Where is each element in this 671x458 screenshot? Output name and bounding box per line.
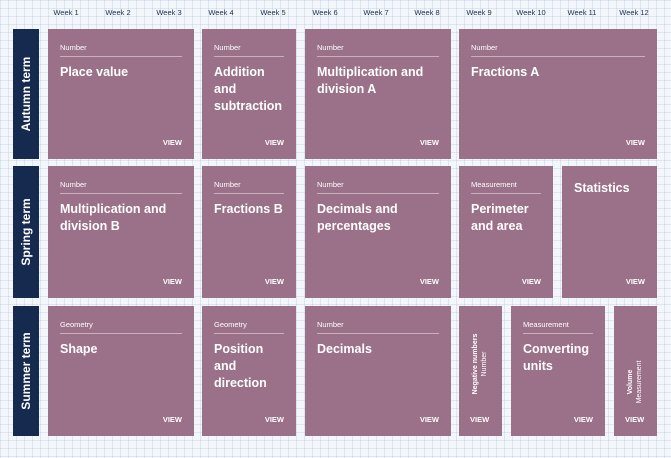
- divider: [471, 193, 541, 194]
- unit-card-volume[interactable]: Volume Measurement VIEW: [614, 306, 657, 436]
- week-label: Week 10: [516, 8, 546, 17]
- divider: [317, 193, 439, 194]
- view-link[interactable]: VIEW: [625, 138, 645, 147]
- unit-title: Place value: [60, 65, 129, 79]
- unit-title: Perimeter and area: [471, 202, 529, 233]
- unit-category: Number: [214, 180, 241, 189]
- week-label: Week 5: [260, 8, 286, 17]
- unit-card-decimals-percentages[interactable]: Number Decimals and percentages VIEW: [305, 166, 451, 298]
- divider: [60, 193, 182, 194]
- unit-card-addition-subtraction[interactable]: Number Addition and subtraction VIEW: [202, 29, 296, 159]
- term-label-summer: Summer term: [13, 306, 39, 436]
- unit-card-negative-numbers[interactable]: Negative numbers Number VIEW: [459, 306, 502, 436]
- unit-vertical-label: Volume Measurement: [626, 361, 644, 404]
- view-link[interactable]: VIEW: [573, 415, 593, 424]
- view-link[interactable]: VIEW: [419, 415, 439, 424]
- unit-category: Number: [317, 180, 344, 189]
- view-link[interactable]: VIEW: [264, 277, 284, 286]
- unit-category: Number: [481, 351, 488, 377]
- unit-title: Statistics: [574, 181, 630, 195]
- unit-title: Fractions B: [214, 202, 283, 216]
- unit-card-position-direction[interactable]: Geometry Position and direction VIEW: [202, 306, 296, 436]
- unit-category: Number: [317, 320, 344, 329]
- view-link[interactable]: VIEW: [625, 415, 645, 424]
- unit-title: Shape: [60, 342, 98, 356]
- view-link[interactable]: VIEW: [419, 138, 439, 147]
- unit-card-fractions-a[interactable]: Number Fractions A VIEW: [459, 29, 657, 159]
- view-link[interactable]: VIEW: [625, 277, 645, 286]
- week-label: Week 8: [414, 8, 440, 17]
- unit-card-place-value[interactable]: Number Place value VIEW: [48, 29, 194, 159]
- unit-title: Decimals: [317, 342, 372, 356]
- unit-category: Geometry: [214, 320, 247, 329]
- unit-title: Position and direction: [214, 342, 267, 390]
- unit-card-fractions-b[interactable]: Number Fractions B VIEW: [202, 166, 296, 298]
- divider: [317, 333, 439, 334]
- view-link[interactable]: VIEW: [264, 138, 284, 147]
- week-label: Week 4: [208, 8, 234, 17]
- unit-category: Measurement: [523, 320, 569, 329]
- week-label: Week 2: [105, 8, 131, 17]
- unit-card-decimals[interactable]: Number Decimals VIEW: [305, 306, 451, 436]
- unit-title: Decimals and percentages: [317, 202, 398, 233]
- unit-title: Multiplication and division A: [317, 65, 424, 96]
- unit-card-perimeter-area[interactable]: Measurement Perimeter and area VIEW: [459, 166, 553, 298]
- unit-category: Number: [60, 180, 87, 189]
- view-link[interactable]: VIEW: [162, 415, 182, 424]
- divider: [214, 333, 284, 334]
- unit-card-statistics[interactable]: Statistics VIEW: [562, 166, 657, 298]
- divider: [214, 193, 284, 194]
- unit-category: Measurement: [636, 360, 643, 404]
- view-link[interactable]: VIEW: [521, 277, 541, 286]
- view-link[interactable]: VIEW: [470, 415, 490, 424]
- unit-category: Measurement: [471, 180, 517, 189]
- divider: [523, 333, 593, 334]
- unit-card-converting-units[interactable]: Measurement Converting units VIEW: [511, 306, 605, 436]
- week-label: Week 7: [363, 8, 389, 17]
- unit-title: Negative numbers: [472, 333, 479, 395]
- divider: [317, 56, 439, 57]
- week-label: Week 9: [466, 8, 492, 17]
- unit-category: Number: [214, 43, 241, 52]
- unit-title: Multiplication and division B: [60, 202, 167, 233]
- unit-category: Number: [471, 43, 498, 52]
- unit-category: Geometry: [60, 320, 93, 329]
- unit-title: Fractions A: [471, 65, 540, 79]
- week-label: Week 11: [567, 8, 597, 17]
- view-link[interactable]: VIEW: [162, 138, 182, 147]
- week-label: Week 3: [156, 8, 182, 17]
- unit-card-multiplication-division-b[interactable]: Number Multiplication and division B VIE…: [48, 166, 194, 298]
- week-label: Week 6: [312, 8, 338, 17]
- unit-title: Addition and subtraction: [214, 65, 283, 113]
- unit-card-shape[interactable]: Geometry Shape VIEW: [48, 306, 194, 436]
- view-link[interactable]: VIEW: [264, 415, 284, 424]
- unit-category: Number: [60, 43, 87, 52]
- divider: [471, 56, 645, 57]
- view-link[interactable]: VIEW: [162, 277, 182, 286]
- week-label: Week 12: [619, 8, 649, 17]
- week-label: Week 1: [53, 8, 79, 17]
- divider: [214, 56, 284, 57]
- unit-vertical-label: Negative numbers Number: [471, 334, 489, 395]
- divider: [60, 56, 182, 57]
- term-label-spring: Spring term: [13, 166, 39, 298]
- divider: [60, 333, 182, 334]
- unit-title: Converting units: [523, 342, 589, 373]
- unit-title: Volume: [627, 369, 634, 395]
- unit-card-multiplication-division-a[interactable]: Number Multiplication and division A VIE…: [305, 29, 451, 159]
- view-link[interactable]: VIEW: [419, 277, 439, 286]
- term-label-autumn: Autumn term: [13, 29, 39, 159]
- unit-category: Number: [317, 43, 344, 52]
